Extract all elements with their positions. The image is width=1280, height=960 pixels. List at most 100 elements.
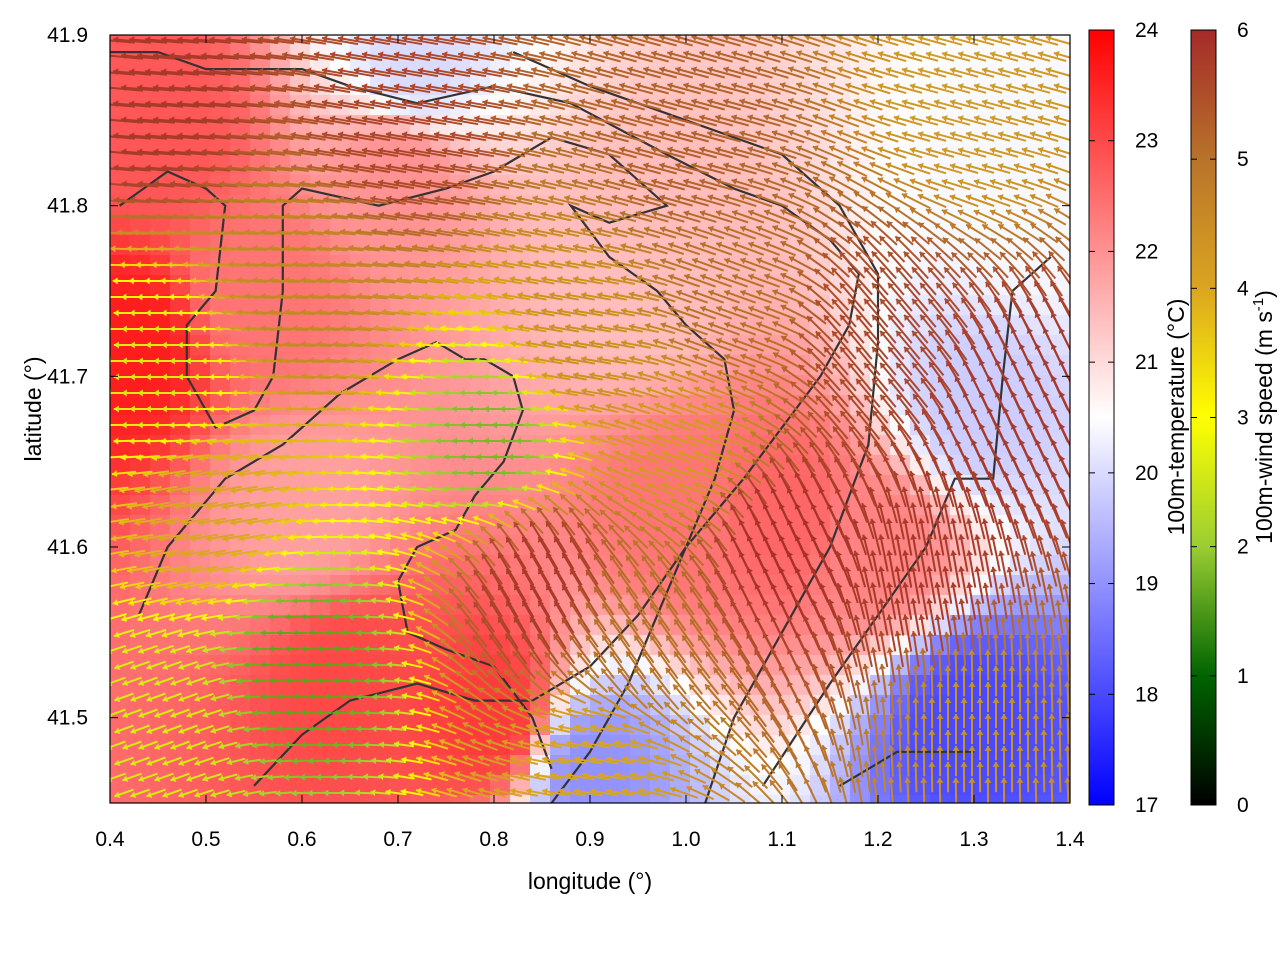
wind-vector [796,145,828,161]
wind-vector [611,67,645,79]
temperature-cell [370,695,391,716]
wind-vector [877,177,907,193]
wind-arrowhead [322,35,328,43]
temperature-cell [610,795,631,803]
wind-arrowhead [369,99,376,107]
temperature-cell [110,115,131,136]
wind-arrowhead [244,228,250,236]
temperature-cell [130,235,151,256]
temperature-cell [330,635,351,656]
wind-vector [490,116,526,126]
wind-arrowhead [571,82,578,90]
wind-arrowhead [628,226,634,234]
wind-arrowhead [755,130,762,137]
wind-vector [329,148,367,158]
wind-vector [667,83,701,95]
wind-vector [547,67,581,79]
wind-vector [290,133,326,141]
wind-vector [877,147,907,159]
wind-arrowhead [177,68,183,76]
wind-arrowhead [361,147,368,155]
wind-vector [596,228,628,238]
wind-vector [691,67,725,79]
temperature-cell [230,795,251,803]
wind-arrowhead [829,50,835,57]
wind-vector [779,82,813,96]
wind-arrowhead [466,131,472,139]
temperature-cell [570,335,591,356]
wind-vector [804,192,836,210]
temperature-cell [590,475,611,496]
wind-vector [763,178,797,192]
wind-vector [385,68,423,78]
wind-arrowhead [941,83,948,90]
wind-arrowhead [555,50,562,58]
wind-arrowhead [233,116,240,124]
temperature-cell [350,715,371,736]
wind-vector [539,51,573,63]
temperature-cell [770,635,791,656]
temperature-cell [350,315,371,336]
wind-arrowhead [579,162,586,170]
wind-arrowhead [837,160,844,168]
wind-arrowhead [595,130,602,138]
wind-arrowhead [116,228,122,236]
wind-vector [458,180,494,190]
wind-arrowhead [123,212,129,220]
wind-arrowhead [209,100,215,108]
temperature-cell [190,475,211,496]
temperature-cell [330,555,351,576]
wind-vector [548,196,580,206]
wind-arrowhead [385,67,392,75]
temperature-cell [430,215,451,236]
wind-arrowhead [137,148,143,156]
wind-arrowhead [385,163,392,171]
wind-vector [435,229,469,237]
wind-vector [659,131,693,143]
temperature-cell [490,235,511,256]
wind-vector [361,180,399,190]
wind-arrowhead [177,132,183,140]
temperature-cell [130,215,151,236]
temperature-cell [150,635,171,656]
temperature-cell [670,255,691,276]
temperature-cell [1030,415,1051,436]
wind-vector [917,221,947,245]
temperature-cell [370,315,391,336]
temperature-cell [110,555,131,576]
wind-arrowhead [524,211,531,219]
temperature-cell [910,295,931,316]
wind-arrowhead [393,83,400,91]
wind-vector [387,229,421,237]
wind-arrowhead [659,98,665,106]
wind-arrowhead [564,194,570,202]
wind-arrowhead [699,114,705,122]
wind-vector [563,99,597,111]
temperature-cell [230,375,251,396]
wind-vector [338,197,374,205]
wind-vector [731,179,765,191]
wind-vector [361,116,399,126]
wind-arrowhead [482,131,489,139]
wind-vector [989,209,1019,225]
wind-arrowhead [627,66,634,74]
wind-arrowhead [308,228,314,236]
wind-arrowhead [965,163,972,170]
temperature-cell [330,235,351,256]
wind-arrowhead [257,35,264,43]
wind-vector [483,196,517,206]
temperature-cell [990,755,1011,776]
temperature-cell [610,515,631,536]
wind-vector [619,179,653,191]
temperature-cell [1030,315,1051,336]
temperature-cell [570,455,591,476]
wind-vector [659,99,693,111]
temperature-cell [410,435,431,456]
wind-arrowhead [981,99,988,106]
temperature-cell [790,375,811,396]
wind-vector [828,51,860,63]
temperature-cell [370,555,391,576]
wind-vector [844,145,876,161]
wind-arrowhead [981,67,988,74]
